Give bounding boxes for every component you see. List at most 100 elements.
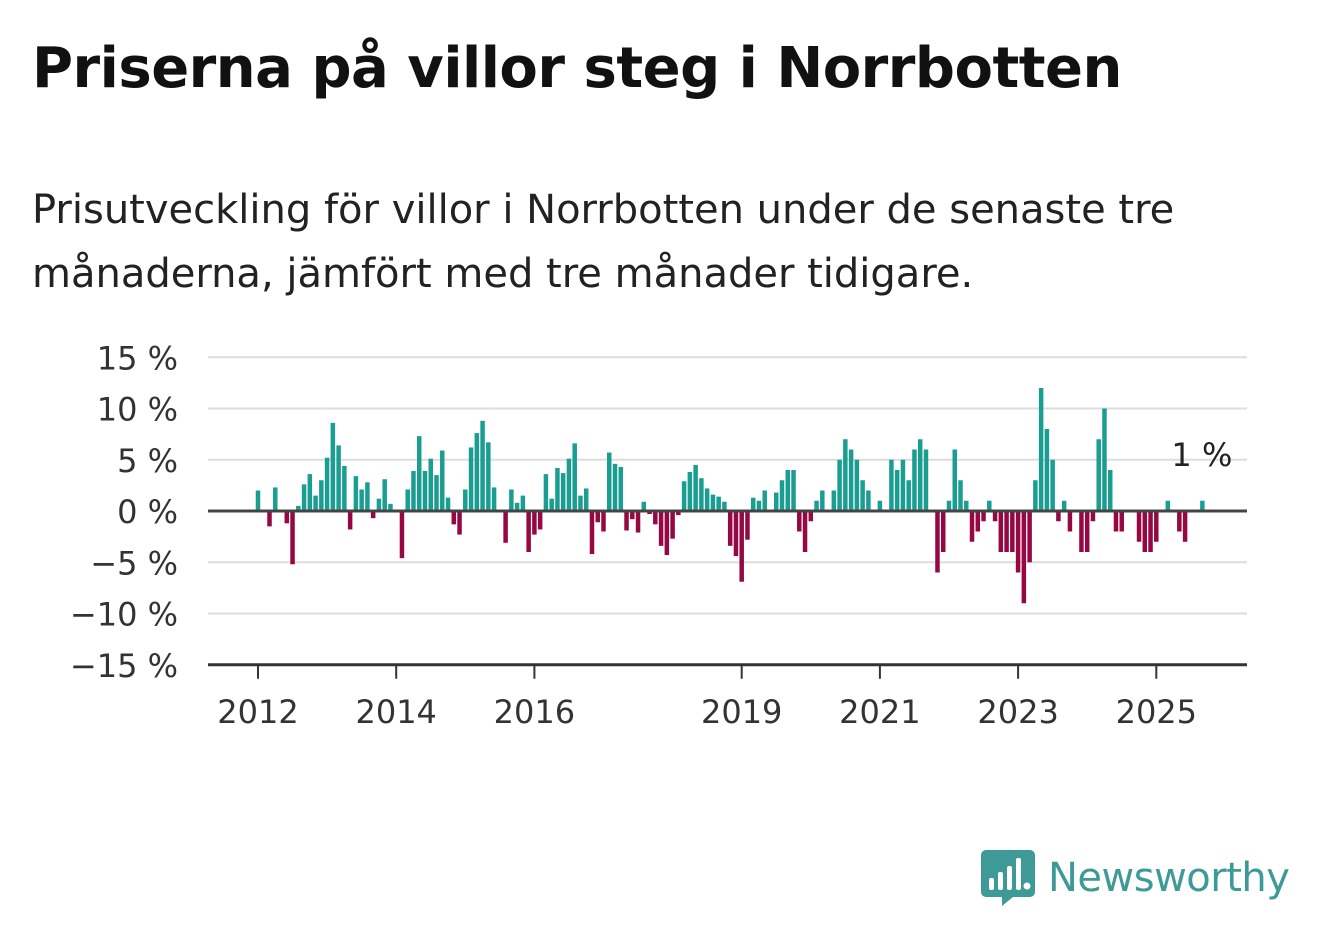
bar (578, 495, 583, 512)
y-tick-label: −5 % (90, 544, 178, 582)
bar (624, 511, 629, 531)
bar (572, 443, 577, 511)
bar (267, 511, 272, 527)
bar (445, 497, 451, 512)
y-tick-label: 5 % (117, 442, 178, 480)
x-tick-label: 2012 (217, 693, 298, 731)
bar (353, 476, 359, 511)
bar (1084, 511, 1090, 552)
bar (699, 478, 704, 511)
bar (1015, 511, 1021, 573)
bar (1119, 511, 1124, 532)
bar (641, 501, 647, 511)
bar (791, 470, 796, 511)
bar (1113, 511, 1119, 532)
bar (607, 452, 612, 511)
bar (491, 487, 497, 511)
bar (416, 436, 422, 512)
bar (860, 480, 865, 511)
bar (532, 511, 537, 535)
bar (560, 473, 566, 511)
bar-chart: 15 % 10 % 5 % 0 % −5 % −10 % −15 % 2012 2014 2016… (70, 339, 1247, 731)
bar (313, 495, 318, 512)
bar (1107, 470, 1113, 511)
x-tick-label: 2021 (839, 693, 920, 731)
bar (595, 511, 600, 523)
bar (307, 474, 313, 511)
bar (330, 422, 336, 511)
bar (486, 442, 491, 511)
bar (946, 500, 952, 511)
bar (670, 511, 675, 539)
bar (1056, 511, 1061, 522)
bar (808, 511, 814, 522)
bar (981, 511, 986, 522)
bar (774, 492, 779, 511)
bar (710, 494, 716, 511)
bar (480, 420, 485, 511)
bar (1165, 500, 1171, 511)
bar (785, 470, 791, 511)
bar (1033, 480, 1038, 511)
bar (889, 459, 894, 511)
bar (255, 490, 261, 511)
bar (428, 458, 433, 511)
x-tick-label: 2014 (355, 693, 436, 731)
bar (457, 511, 462, 535)
bar (756, 500, 762, 511)
bar (653, 511, 658, 525)
bar (601, 511, 606, 532)
bar (388, 503, 393, 511)
bar (941, 511, 946, 552)
x-tick-label: 2016 (494, 693, 575, 731)
bar (722, 501, 727, 511)
y-tick-label: −10 % (70, 596, 178, 634)
latest-value-annotation: 1 % (1171, 436, 1232, 474)
bar (347, 511, 353, 530)
bar (952, 449, 957, 511)
bar (745, 511, 750, 540)
bar (635, 511, 641, 533)
bar (820, 490, 825, 511)
y-tick-label: 0 % (117, 493, 178, 531)
x-tick-label: 2025 (1116, 693, 1197, 731)
bar (917, 439, 923, 511)
bar (1096, 439, 1101, 511)
bar (727, 511, 733, 546)
chart-title: Priserna på villor steg i Norrbotten (32, 36, 1122, 101)
bar (693, 464, 698, 512)
bar (1136, 511, 1142, 542)
axes (208, 509, 1247, 679)
bar (762, 490, 767, 511)
bar (463, 489, 468, 512)
bar (370, 511, 376, 519)
bar (509, 489, 514, 512)
bar (681, 481, 687, 511)
bar (405, 489, 410, 512)
x-tick-label: 2023 (977, 693, 1058, 731)
bar (992, 511, 998, 522)
bar (831, 490, 837, 511)
bar (290, 511, 295, 565)
bar (503, 511, 508, 543)
bar (1010, 511, 1015, 552)
bar (474, 433, 480, 511)
bar (912, 449, 917, 511)
bar (900, 459, 906, 511)
bar (894, 470, 900, 511)
bar (779, 480, 785, 511)
bar (434, 475, 439, 512)
bar (687, 472, 693, 511)
bar (365, 482, 370, 511)
bar (647, 511, 652, 515)
bar (1090, 511, 1096, 522)
bar (998, 511, 1004, 552)
bar (923, 449, 929, 511)
bar (549, 498, 554, 511)
grid-lines (208, 356, 1247, 615)
bar (382, 479, 387, 512)
bar (342, 465, 347, 511)
bar (1154, 511, 1159, 542)
bar (987, 500, 992, 511)
bar (543, 474, 549, 511)
